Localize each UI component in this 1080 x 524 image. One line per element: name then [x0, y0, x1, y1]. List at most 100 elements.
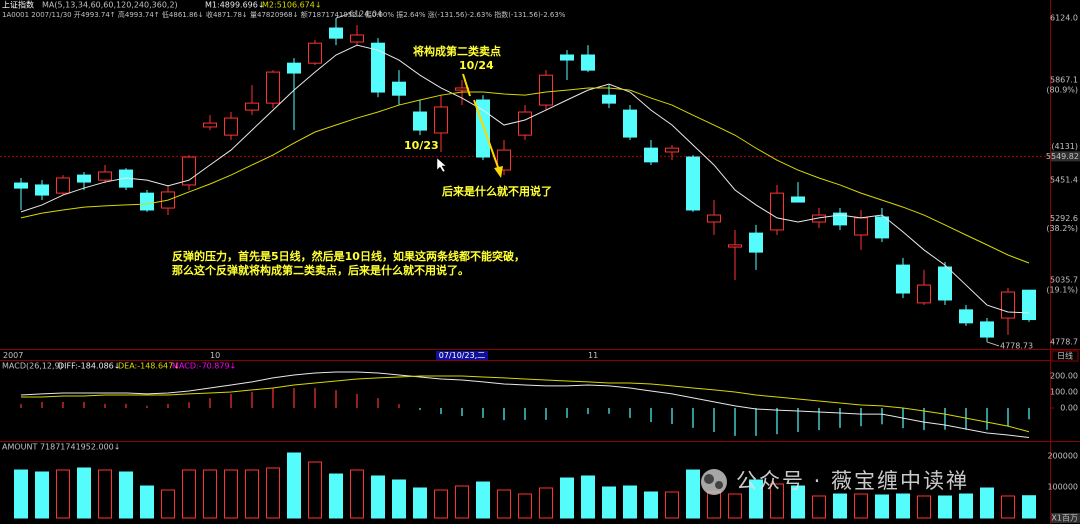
- watermark-icon: [715, 481, 723, 489]
- volume-bar: [329, 473, 343, 519]
- volume-bar: [203, 469, 217, 519]
- candle-body: [539, 74, 553, 106]
- y-tick-label: 100.00: [1050, 388, 1078, 397]
- y-tick-note: (19.1%): [1046, 286, 1078, 295]
- x-tick-label: 10: [210, 351, 220, 360]
- volume-bar: [224, 469, 238, 519]
- volume-bar: [938, 495, 952, 519]
- legend-diff: DIFF:-184.086↓: [58, 362, 120, 371]
- volume-bar: [161, 489, 175, 519]
- unit-box: [1051, 513, 1080, 523]
- candle-body: [560, 54, 574, 61]
- candle-body: [623, 109, 637, 138]
- candle-body: [959, 309, 973, 324]
- candle-body: [833, 212, 847, 226]
- candle-body: [98, 171, 112, 181]
- candle-body: [434, 106, 448, 134]
- candle-body: [581, 54, 595, 71]
- watermark-text: 公众号 · 薇宝缠中读禅: [736, 469, 969, 493]
- candle-body: [329, 27, 343, 39]
- volume-bar: [686, 469, 700, 519]
- panel-title: AMOUNT 71871741952.000↓: [2, 443, 120, 452]
- candle-body: [854, 217, 868, 236]
- period-box: [1051, 350, 1079, 362]
- candle-body: [896, 264, 910, 294]
- y-tick-label: 100000: [1047, 483, 1078, 492]
- candle-body: [371, 42, 385, 93]
- volume-bar: [560, 477, 574, 519]
- candle-body: [140, 192, 154, 211]
- candle-body: [665, 147, 679, 153]
- candle-body: [392, 81, 406, 96]
- volume-bar: [1001, 495, 1015, 519]
- candle-body: [602, 94, 616, 104]
- candle-body: [350, 34, 364, 43]
- x-tick-label: 07/10/23,二: [439, 351, 485, 360]
- candle-body: [770, 192, 784, 231]
- volume-bar: [875, 494, 889, 519]
- period: 日线: [1057, 351, 1073, 361]
- candle-body: [707, 214, 721, 223]
- dea-line: [21, 375, 1030, 433]
- annotation: 10/24: [459, 59, 494, 72]
- volume-bar: [35, 471, 49, 519]
- header-m1: M1:4899.696↓: [205, 1, 265, 10]
- crosshair-note: (4131): [1051, 142, 1078, 151]
- header-name: 上证指数: [2, 0, 34, 10]
- volume-bar: [959, 493, 973, 519]
- candle-body: [308, 42, 322, 64]
- annotation: 后来是什么就不用说了: [442, 184, 552, 198]
- annotation: 10/23: [404, 139, 439, 152]
- candle-body: [644, 147, 658, 163]
- volume-bar: [791, 485, 805, 519]
- extreme-marker: [986, 341, 1000, 347]
- candle-body: [917, 284, 931, 304]
- candle-body: [203, 122, 217, 128]
- y-tick-note: (80.9%): [1046, 85, 1078, 94]
- watermark-icon: [704, 474, 714, 484]
- volume-bar: [707, 491, 721, 519]
- candle-body: [686, 156, 700, 211]
- volume-bar: [371, 475, 385, 519]
- volume-bar: [182, 469, 196, 519]
- volume-bar: [539, 487, 553, 519]
- candle-body: [1001, 291, 1015, 319]
- y-tick-label: 5035.7: [1050, 276, 1078, 285]
- volume-bar: [350, 469, 364, 519]
- y-tick-label: 200.00: [1050, 372, 1078, 381]
- moving-average: [20, 44, 1030, 314]
- volume-bar: [245, 469, 259, 519]
- candle-body: [938, 266, 952, 301]
- candle-body: [182, 156, 196, 186]
- y-tick-label: 5292.6: [1050, 214, 1078, 223]
- annotation: 将构成第二类卖点: [413, 44, 501, 58]
- volume-bar: [14, 469, 28, 519]
- volume-bar: [980, 487, 994, 519]
- volume-bar: [308, 461, 322, 519]
- unit-label: X1百万: [1051, 514, 1078, 523]
- candle-body: [224, 117, 238, 136]
- volume-bar: [749, 479, 763, 519]
- volume-bar: [434, 489, 448, 519]
- candle-body: [14, 182, 28, 189]
- candle-body: [77, 174, 91, 183]
- volume-bar: [1022, 495, 1036, 519]
- volume-bar: [770, 483, 784, 519]
- candle-body: [497, 149, 511, 171]
- candle-body: [1022, 289, 1036, 321]
- volume-bar: [455, 485, 469, 519]
- annotation: 那么这个反弹就将构成第二类卖点，后来是什么就不用说了。: [172, 263, 469, 277]
- legend-macd: MACD:-70.879↓: [172, 362, 236, 371]
- volume-bar: [602, 486, 616, 519]
- y-tick-label: 200000: [1047, 452, 1078, 461]
- mouse-cursor: [436, 157, 447, 173]
- candle-body: [413, 111, 427, 131]
- candle-body: [728, 244, 742, 248]
- extreme-label: 4778.73: [1000, 341, 1033, 350]
- volume-bar: [98, 469, 112, 519]
- volume-bar: [77, 467, 91, 519]
- y-tick-label: 0.00: [1060, 404, 1078, 413]
- y-tick-label: 4778.7: [1050, 337, 1078, 346]
- candle-body: [812, 214, 826, 223]
- candle-body: [875, 216, 889, 239]
